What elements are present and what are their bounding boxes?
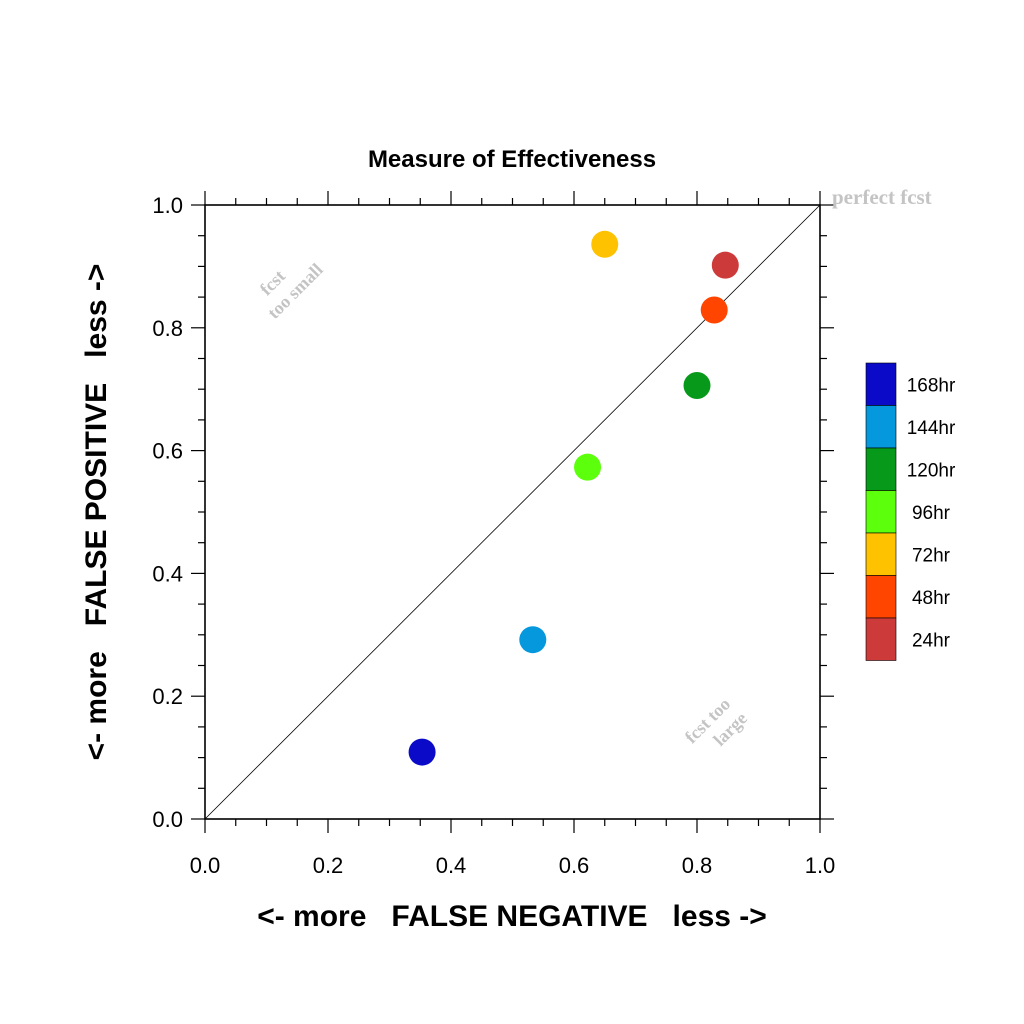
data-point-48hr [700,296,728,324]
y-tick-label: 0.8 [152,316,183,341]
y-tick-label: 0.2 [152,684,183,709]
legend-label-72hr: 72hr [912,545,951,566]
legend: 168hr 144hr 120hr 96hr 72hr 48hr 24hr [865,362,956,661]
y-tick-label: 0.6 [152,439,183,464]
annotation-perfect-fcst: perfect fcst [832,185,932,209]
legend-swatch-72hr [865,532,897,576]
data-point-24hr [711,251,739,279]
legend-swatch-144hr [865,405,897,449]
y-tick-label: 0.4 [152,561,183,586]
legend-label-96hr: 96hr [912,503,951,524]
x-tick-label: 0.4 [436,853,467,878]
x-tick-label: 1.0 [805,853,836,878]
data-point-72hr [591,230,619,258]
legend-swatch-96hr [865,490,897,534]
legend-swatch-168hr [865,362,897,406]
legend-label-168hr: 168hr [907,375,956,396]
legend-swatch-48hr [865,575,897,619]
data-point-96hr [574,453,602,481]
annotation-fcst-too-large: fcst too large [681,694,751,750]
axis-ticks [191,191,834,833]
legend-swatch-24hr [865,617,897,661]
legend-label-24hr: 24hr [912,630,951,651]
legend-label-144hr: 144hr [907,418,956,439]
x-tick-label: 0.0 [190,853,221,878]
data-point-120hr [683,372,711,400]
data-point-144hr [519,626,547,654]
annotation-fcst-too-small: fcst too small [256,259,327,322]
y-tick-label: 1.0 [152,193,183,218]
legend-label-48hr: 48hr [912,588,951,609]
data-point-168hr [408,738,436,766]
x-tick-label: 0.6 [559,853,590,878]
x-tick-label: 0.8 [682,853,713,878]
tick-labels: 0.0 0.2 0.4 0.6 0.8 1.0 0.0 0.2 0.4 0.6 0.8 1.0 [152,193,835,878]
y-tick-label: 0.0 [152,807,183,832]
data-points [408,230,739,766]
legend-swatch-120hr [865,447,897,491]
x-axis-title: <- more FALSE NEGATIVE less -> [257,900,767,933]
chart-title: Measure of Effectiveness [368,146,656,173]
y-axis-title: <- more FALSE POSITIVE less -> [80,264,113,761]
legend-label-120hr: 120hr [907,460,956,481]
x-tick-label: 0.2 [313,853,344,878]
